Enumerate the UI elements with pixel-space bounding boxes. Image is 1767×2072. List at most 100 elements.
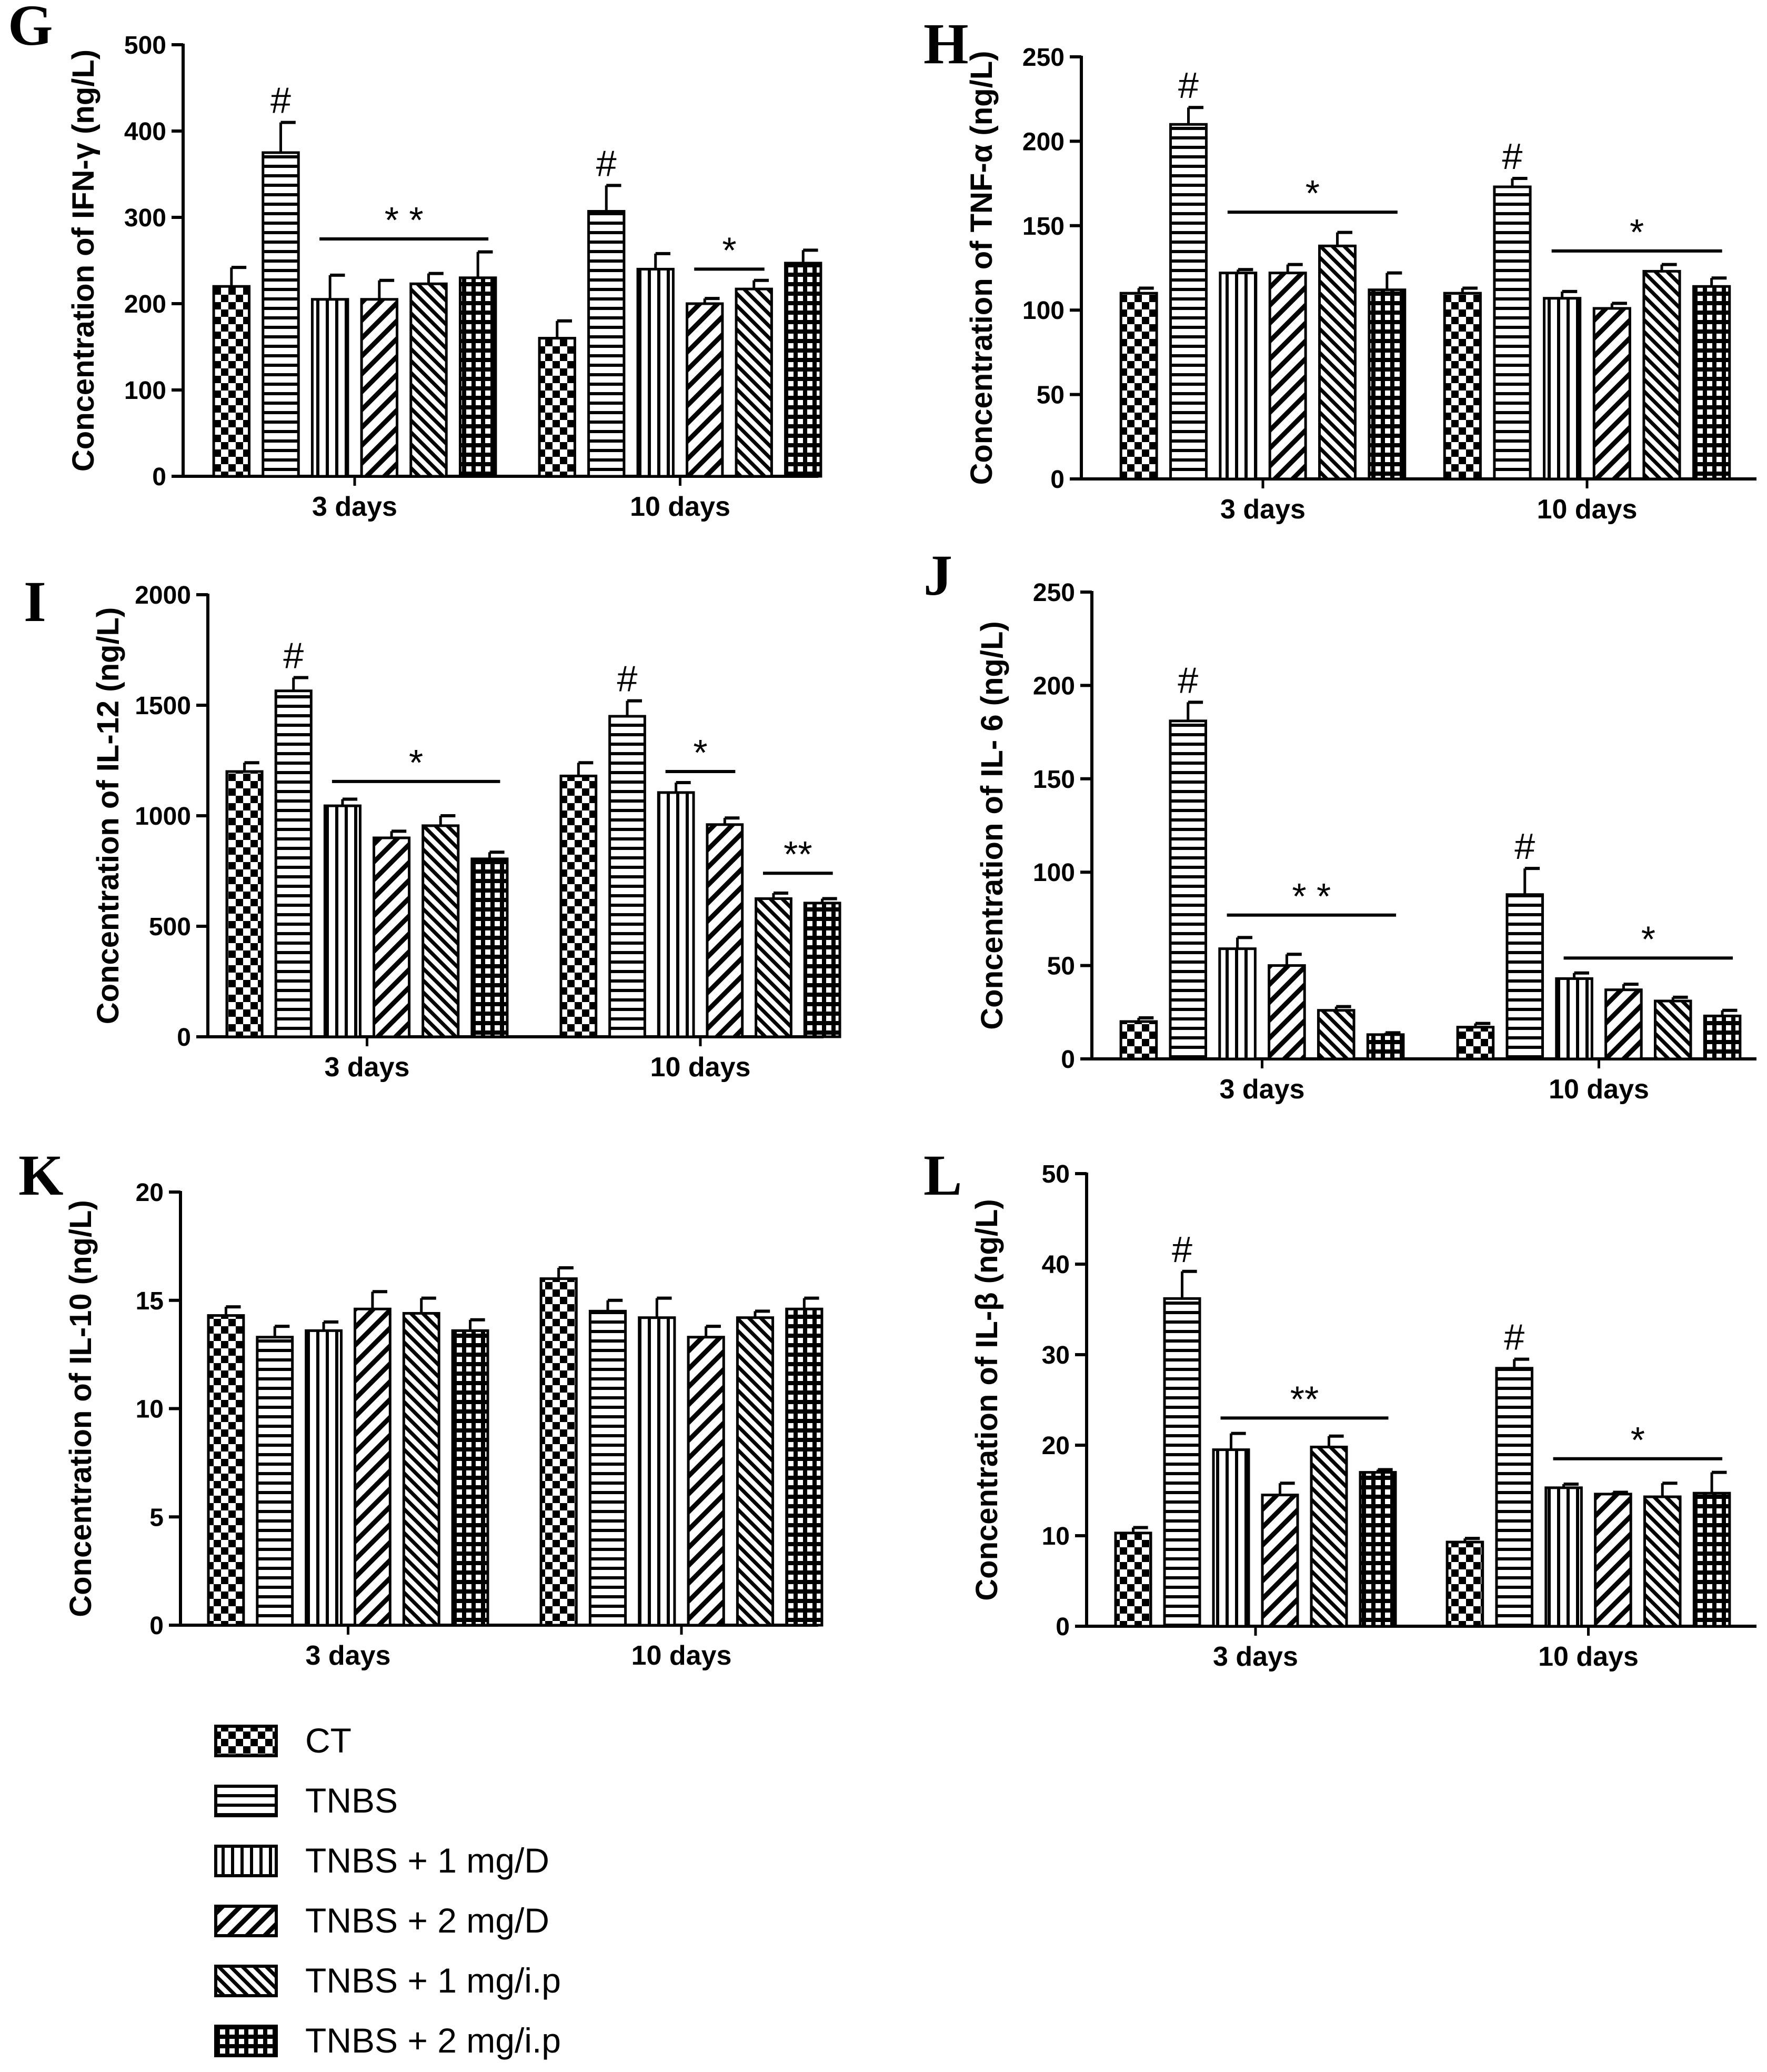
y-tick-label: 1500: [135, 692, 191, 720]
y-tick-label: 0: [1056, 1613, 1070, 1641]
panel-letter-i: I: [24, 569, 46, 634]
bar: [353, 1307, 391, 1627]
bar: [784, 262, 822, 478]
bar: [1169, 719, 1208, 1060]
bar: [1505, 893, 1544, 1060]
hash-marker: #: [617, 658, 638, 699]
x-tick-label: 3 days: [325, 1052, 410, 1083]
y-tick-label: 20: [1042, 1432, 1070, 1460]
y-tick-label: 5: [149, 1504, 164, 1532]
bar: [225, 770, 264, 1038]
legend-item: TNBS + 1 mg/D: [214, 1841, 549, 1880]
significance-star: * *: [1292, 876, 1331, 917]
legend-item: TNBS + 2 mg/i.p: [214, 2021, 561, 2060]
significance-star: *: [1641, 918, 1655, 959]
y-axis-title-k: Concentration of IL-10 (ng/L): [64, 1200, 98, 1617]
bar: [687, 1336, 725, 1627]
bar: [587, 210, 626, 478]
bar: [262, 151, 300, 478]
y-tick-label: 500: [149, 913, 191, 941]
significance-star: *: [1630, 212, 1644, 253]
bar: [608, 715, 646, 1038]
bar: [1359, 1471, 1397, 1628]
y-tick-label: 50: [1047, 953, 1075, 980]
y-tick-label: 150: [1022, 213, 1065, 241]
legend-label: TNBS + 2 mg/i.p: [305, 2021, 561, 2060]
y-tick-label: 100: [1022, 297, 1065, 325]
hash-marker: #: [270, 80, 291, 121]
y-tick-label: 0: [152, 463, 166, 491]
y-tick-label: 200: [1022, 128, 1065, 156]
significance-star: * *: [385, 199, 424, 241]
bar: [686, 302, 724, 478]
significance-star: *: [1631, 1419, 1645, 1460]
y-axis-title-i: Concentration of IL-12 (ng/L): [91, 607, 125, 1025]
panel-letter-h: H: [923, 12, 969, 76]
legend-label: TNBS + 1 mg/D: [305, 1841, 549, 1880]
bar: [1261, 1494, 1299, 1628]
bar: [1317, 1009, 1356, 1060]
legend-item: TNBS + 1 mg/i.p: [214, 1961, 561, 2000]
bar: [451, 1329, 489, 1627]
bar: [402, 1312, 440, 1627]
hash-marker: #: [1504, 1317, 1524, 1358]
bar: [421, 824, 460, 1038]
bar: [1268, 964, 1306, 1060]
significance-star: *: [1306, 173, 1320, 214]
bar: [559, 774, 598, 1038]
bar: [636, 267, 675, 478]
y-tick-label: 250: [1022, 44, 1065, 72]
legend: CT TNBS TNBS + 1 mg/D TNBS + 2 mg/D TNBS + 1…: [214, 1721, 561, 2060]
bar: [1544, 1486, 1583, 1628]
bar: [373, 836, 411, 1038]
hash-marker: #: [1178, 659, 1198, 700]
bar: [1493, 185, 1532, 481]
y-axis-title-j: Concentration of IL- 6 (ng/L): [975, 621, 1009, 1029]
y-tick-label: 10: [136, 1396, 164, 1424]
bar: [1169, 123, 1208, 481]
bar: [1212, 1448, 1250, 1628]
bar: [1555, 977, 1593, 1060]
legend-label: TNBS: [305, 1781, 398, 1820]
legend-swatch: [214, 1725, 278, 1757]
x-tick-label: 10 days: [1538, 1641, 1639, 1672]
bar: [1218, 947, 1257, 1060]
legend-label: TNBS + 1 mg/i.p: [305, 1961, 561, 2000]
bar: [1495, 1367, 1534, 1628]
y-tick-label: 200: [124, 291, 166, 318]
bar: [1163, 1297, 1201, 1628]
legend-label: TNBS + 2 mg/D: [305, 1901, 549, 1940]
y-tick-label: 0: [1050, 466, 1065, 494]
panel-letter-k: K: [18, 1143, 64, 1207]
bar: [538, 337, 576, 478]
bar: [274, 689, 313, 1038]
legend-swatch: [214, 1965, 278, 1997]
y-tick-label: 30: [1042, 1342, 1070, 1369]
bar: [1653, 999, 1692, 1060]
hash-marker: #: [596, 143, 617, 184]
legend-swatch: [214, 1905, 278, 1937]
significance-star: *: [722, 229, 736, 271]
bar: [1703, 1014, 1742, 1060]
panel-letter-g: G: [8, 0, 53, 57]
x-tick-label: 10 days: [650, 1052, 751, 1083]
bar: [1692, 285, 1731, 481]
legend-item: TNBS: [214, 1781, 398, 1820]
y-tick-label: 15: [136, 1287, 164, 1315]
y-axis-title-l: Concentration of IL-β (ng/L): [970, 1199, 1004, 1601]
bar: [785, 1307, 824, 1627]
bar: [735, 287, 773, 478]
bar: [1445, 1540, 1484, 1628]
y-tick-label: 0: [149, 1612, 164, 1640]
legend-swatch: [214, 2025, 278, 2057]
bar: [1368, 288, 1407, 481]
significance-star: **: [784, 834, 812, 875]
legend-item: TNBS + 2 mg/D: [214, 1901, 549, 1940]
x-tick-label: 3 days: [312, 492, 397, 522]
bar: [1692, 1492, 1731, 1628]
bar: [1119, 292, 1158, 481]
bar: [1366, 1033, 1405, 1060]
bar: [1114, 1532, 1152, 1628]
bar: [212, 285, 251, 478]
